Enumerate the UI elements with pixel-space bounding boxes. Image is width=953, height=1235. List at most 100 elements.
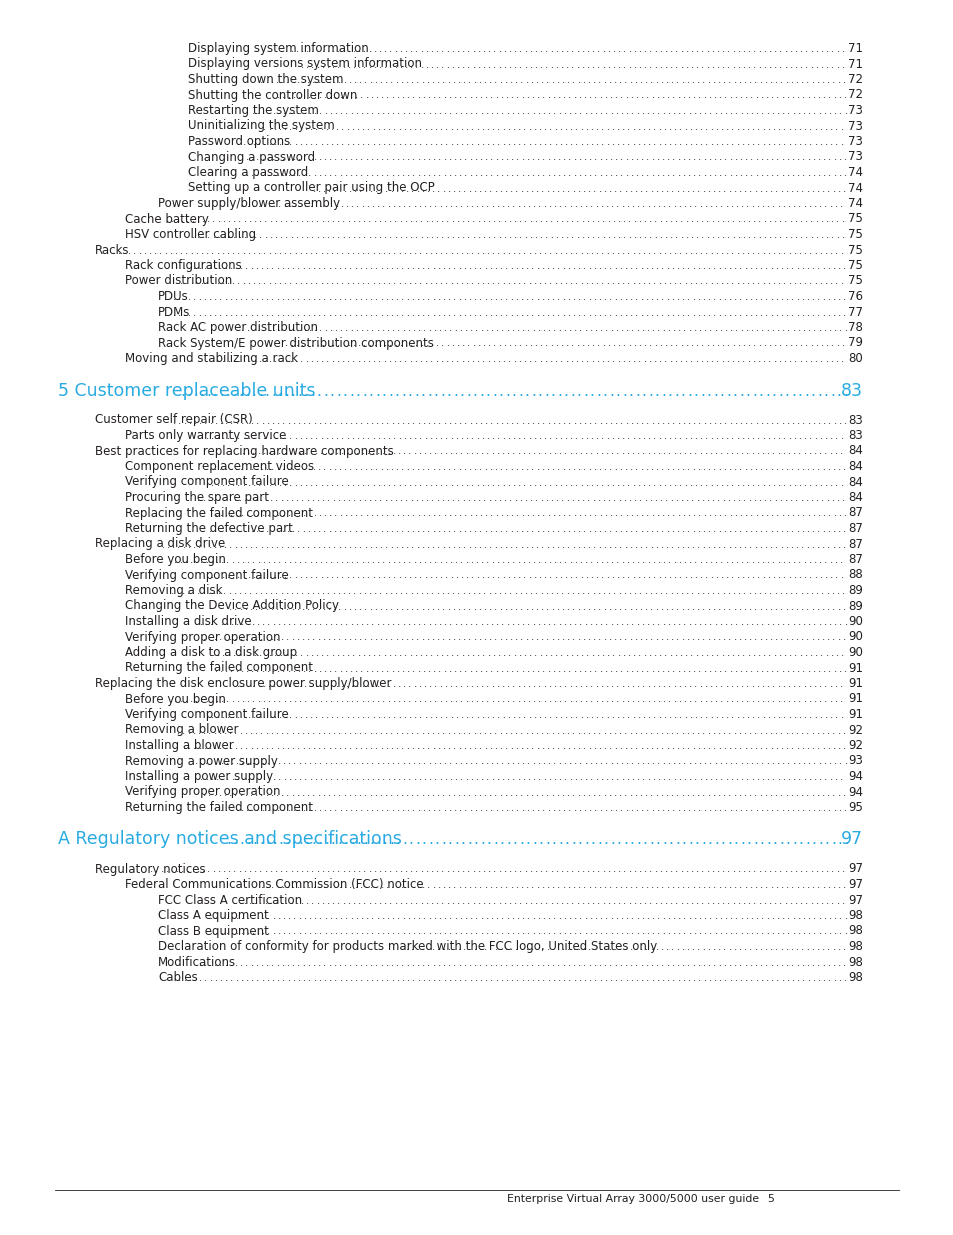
Text: .: .: [516, 90, 519, 100]
Text: .: .: [314, 478, 318, 488]
Text: .: .: [551, 75, 555, 85]
Text: .: .: [769, 942, 773, 952]
Text: .: .: [720, 354, 724, 364]
Text: .: .: [647, 679, 650, 689]
Text: .: .: [543, 384, 548, 399]
Text: .: .: [197, 725, 201, 736]
Text: .: .: [355, 524, 357, 534]
Text: .: .: [436, 184, 440, 194]
Text: .: .: [271, 725, 274, 736]
Text: .: .: [578, 881, 580, 890]
Text: .: .: [653, 648, 657, 658]
Text: .: .: [537, 973, 539, 983]
Text: .: .: [510, 601, 513, 611]
Text: .: .: [339, 757, 343, 767]
Text: .: .: [416, 881, 419, 890]
Text: .: .: [726, 895, 730, 905]
Text: .: .: [205, 772, 209, 782]
Text: .: .: [513, 431, 516, 441]
Text: .: .: [466, 137, 469, 147]
Text: .: .: [437, 308, 440, 317]
Text: .: .: [606, 277, 609, 287]
Text: .: .: [571, 895, 574, 905]
Text: .: .: [344, 291, 347, 303]
Text: .: .: [539, 44, 542, 54]
Text: .: .: [339, 168, 342, 178]
Text: .: .: [765, 509, 768, 519]
Text: .: .: [840, 571, 842, 580]
Text: .: .: [770, 663, 774, 673]
Text: .: .: [433, 803, 436, 813]
Text: .: .: [761, 571, 765, 580]
Text: .: .: [685, 338, 688, 348]
Text: .: .: [525, 632, 528, 642]
Text: .: .: [324, 926, 328, 936]
Text: .: .: [631, 324, 634, 333]
Text: .: .: [418, 571, 422, 580]
Text: .: .: [460, 246, 463, 256]
Text: .: .: [683, 277, 687, 287]
Text: .: .: [427, 308, 430, 317]
Text: .: .: [507, 121, 511, 131]
Text: .: .: [317, 540, 320, 550]
Text: .: .: [824, 431, 827, 441]
Text: .: .: [603, 261, 607, 270]
Text: .: .: [564, 431, 567, 441]
Text: .: .: [463, 291, 467, 303]
Text: .: .: [705, 864, 709, 874]
Text: .: .: [644, 942, 648, 952]
Text: .: .: [675, 215, 678, 225]
Text: .: .: [274, 895, 278, 905]
Text: .: .: [497, 215, 501, 225]
Text: .: .: [819, 772, 821, 782]
Text: .: .: [328, 261, 332, 270]
Text: .: .: [806, 741, 809, 751]
Text: .: .: [495, 509, 498, 519]
Text: .: .: [639, 741, 643, 751]
Text: .: .: [285, 215, 288, 225]
Text: .: .: [571, 832, 576, 847]
Text: .: .: [519, 585, 522, 597]
Text: .: .: [261, 524, 264, 534]
Text: .: .: [575, 246, 578, 256]
Text: .: .: [421, 601, 424, 611]
Text: .: .: [331, 354, 335, 364]
Text: .: .: [615, 90, 618, 100]
Text: .: .: [843, 324, 847, 333]
Text: .: .: [536, 957, 539, 967]
Text: .: .: [750, 106, 754, 116]
Text: .: .: [641, 618, 644, 627]
Text: .: .: [541, 663, 545, 673]
Text: .: .: [535, 44, 537, 54]
Text: .: .: [806, 663, 810, 673]
Text: .: .: [793, 246, 796, 256]
Text: .: .: [697, 957, 700, 967]
Text: .: .: [760, 261, 762, 270]
Text: .: .: [248, 478, 251, 488]
Text: .: .: [586, 230, 589, 240]
Text: .: .: [592, 44, 595, 54]
Text: .: .: [625, 803, 628, 813]
Text: .: .: [643, 864, 646, 874]
Text: .: .: [833, 90, 836, 100]
Text: .: .: [825, 59, 828, 69]
Text: .: .: [563, 384, 568, 399]
Text: .: .: [475, 618, 478, 627]
Text: .: .: [609, 462, 612, 472]
Text: .: .: [678, 555, 681, 564]
Text: .: .: [660, 291, 664, 303]
Text: .: .: [533, 121, 537, 131]
Text: .: .: [461, 44, 465, 54]
Text: .: .: [447, 540, 451, 550]
Text: .: .: [517, 618, 519, 627]
Text: .: .: [257, 277, 261, 287]
Text: .: .: [784, 632, 788, 642]
Text: .: .: [781, 415, 784, 426]
Text: .: .: [418, 277, 422, 287]
Text: .: .: [636, 509, 639, 519]
Text: .: .: [769, 184, 773, 194]
Text: .: .: [180, 277, 183, 287]
Text: .: .: [797, 509, 800, 519]
Text: .: .: [522, 571, 526, 580]
Text: .: .: [416, 462, 419, 472]
